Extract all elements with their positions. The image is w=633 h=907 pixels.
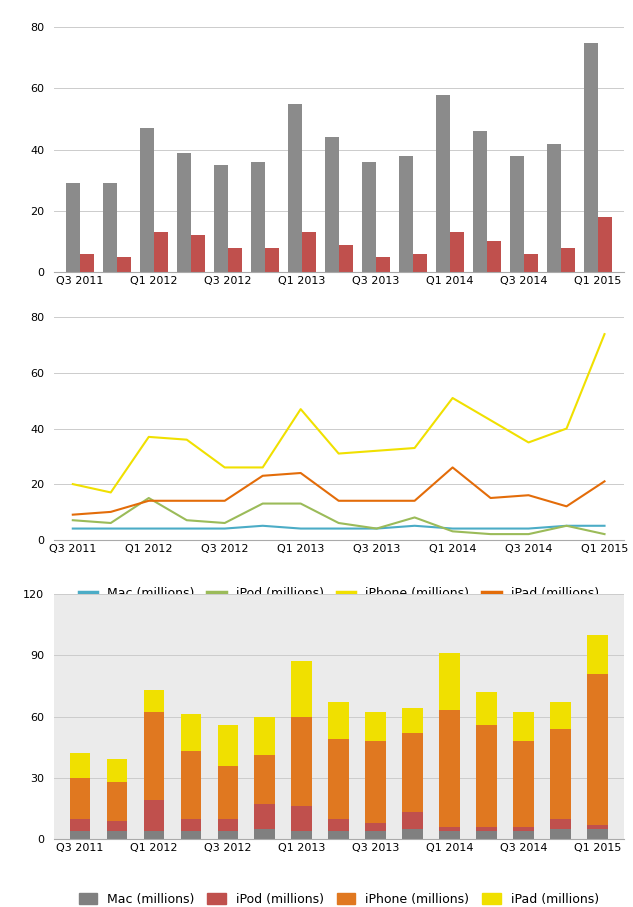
Legend: Mac (millions), iPod (millions), iPhone (millions), iPad (millions): Mac (millions), iPod (millions), iPhone … <box>73 581 604 605</box>
Bar <box>361 161 375 272</box>
Bar <box>584 43 598 272</box>
Bar <box>477 692 497 725</box>
Bar <box>449 232 464 272</box>
Bar <box>291 661 312 717</box>
Legend: Mac (millions), iPod (millions), iPhone (millions), iPad (millions): Mac (millions), iPod (millions), iPhone … <box>73 888 604 907</box>
Bar <box>302 232 316 272</box>
Bar <box>365 823 386 831</box>
Bar <box>413 254 427 272</box>
Bar <box>403 708 423 733</box>
Bar <box>154 232 168 272</box>
Bar <box>213 165 228 272</box>
Bar <box>487 241 501 272</box>
Bar <box>291 806 312 831</box>
Bar <box>180 751 201 818</box>
Bar <box>265 248 279 272</box>
Bar <box>66 183 80 272</box>
Bar <box>287 103 302 272</box>
Bar <box>70 831 90 839</box>
Bar <box>513 713 534 741</box>
Bar <box>551 818 571 829</box>
Bar <box>477 831 497 839</box>
Bar <box>329 831 349 839</box>
Bar <box>106 759 127 782</box>
Bar <box>477 725 497 827</box>
Bar <box>291 831 312 839</box>
Bar <box>116 257 131 272</box>
Bar <box>218 831 238 839</box>
Bar <box>140 128 154 272</box>
Bar <box>587 824 608 829</box>
Bar <box>106 831 127 839</box>
Bar <box>399 156 413 272</box>
Bar <box>191 235 204 272</box>
Bar <box>254 756 275 805</box>
Bar <box>329 702 349 739</box>
Bar <box>106 821 127 831</box>
Bar <box>70 753 90 777</box>
Bar <box>403 813 423 829</box>
Bar <box>103 183 116 272</box>
Bar <box>218 818 238 831</box>
Bar <box>329 739 349 818</box>
Bar <box>80 254 94 272</box>
Bar <box>598 217 611 272</box>
Bar <box>254 805 275 829</box>
Bar <box>561 248 575 272</box>
Bar <box>473 132 487 272</box>
Bar <box>70 777 90 818</box>
Bar <box>254 717 275 756</box>
Bar <box>251 161 265 272</box>
Bar <box>403 733 423 813</box>
Bar <box>439 831 460 839</box>
Bar <box>177 152 191 272</box>
Bar <box>291 717 312 806</box>
Bar <box>339 245 353 272</box>
Bar <box>70 818 90 831</box>
Bar <box>144 831 164 839</box>
Bar <box>365 741 386 823</box>
Bar <box>144 800 164 831</box>
Bar <box>439 710 460 827</box>
Bar <box>254 829 275 839</box>
Bar <box>218 725 238 766</box>
Bar <box>228 248 242 272</box>
Bar <box>551 829 571 839</box>
Bar <box>587 829 608 839</box>
Bar <box>436 94 449 272</box>
Bar <box>439 653 460 710</box>
Bar <box>218 766 238 818</box>
Bar <box>106 782 127 821</box>
Bar <box>439 827 460 831</box>
Bar <box>365 713 386 741</box>
Bar <box>477 827 497 831</box>
Bar <box>144 713 164 800</box>
Bar <box>513 827 534 831</box>
Bar <box>551 702 571 729</box>
Bar <box>513 741 534 827</box>
Bar <box>551 729 571 818</box>
Bar <box>329 818 349 831</box>
Bar <box>325 137 339 272</box>
Bar <box>523 254 537 272</box>
Bar <box>587 674 608 824</box>
Bar <box>144 690 164 713</box>
Bar <box>180 831 201 839</box>
Legend: CA (milliards $), Bénéfices (milliards $): CA (milliards $), Bénéfices (milliards $… <box>174 321 503 345</box>
Bar <box>180 715 201 751</box>
Bar <box>587 635 608 674</box>
Bar <box>375 257 390 272</box>
Bar <box>403 829 423 839</box>
Bar <box>365 831 386 839</box>
Bar <box>510 156 523 272</box>
Bar <box>513 831 534 839</box>
Bar <box>546 143 561 272</box>
Bar <box>180 818 201 831</box>
